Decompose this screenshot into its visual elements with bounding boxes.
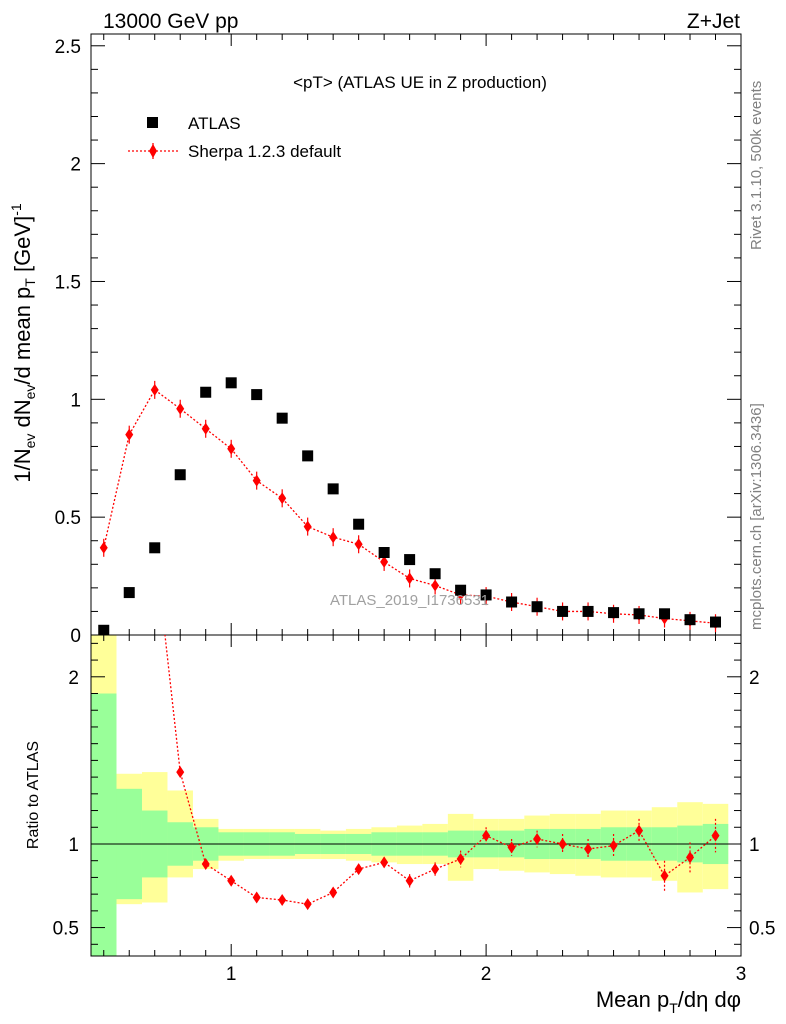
ratio-sherpa-point bbox=[329, 886, 338, 899]
atlas-point bbox=[174, 469, 186, 481]
atlas-point bbox=[225, 377, 237, 389]
ratio-plot-panel: 1 2 3 0.5 0.5 1 1 2 2 bbox=[53, 634, 775, 985]
ratio-sherpa-point bbox=[380, 856, 389, 869]
main-y-tick-label: 2.5 bbox=[55, 37, 81, 58]
header-right-label: Z+Jet bbox=[687, 10, 740, 33]
sherpa-point bbox=[431, 579, 440, 592]
sherpa-point bbox=[99, 541, 108, 554]
ratio-sherpa-point bbox=[252, 891, 261, 904]
ratio-sherpa-point bbox=[303, 898, 312, 911]
rivet-version-label: Rivet 3.1.10, 500k events bbox=[748, 81, 765, 250]
ratio-sherpa-point bbox=[660, 869, 669, 882]
ratio-y-tick-label: 1 bbox=[68, 835, 79, 856]
ratio-y-tick-label-right: 0.5 bbox=[749, 919, 775, 940]
atlas-point bbox=[353, 518, 365, 530]
sherpa-point bbox=[380, 555, 389, 568]
main-y-tick-label: 1.5 bbox=[55, 272, 81, 293]
sherpa-point bbox=[303, 520, 312, 533]
atlas-point bbox=[633, 608, 645, 620]
atlas-point bbox=[684, 614, 696, 626]
ratio-sherpa-point bbox=[227, 874, 236, 887]
sherpa-point bbox=[405, 572, 414, 585]
atlas-point bbox=[200, 386, 212, 398]
atlas-point bbox=[557, 605, 569, 617]
atlas-point bbox=[149, 542, 161, 554]
atlas-point bbox=[429, 568, 441, 580]
sherpa-point bbox=[329, 531, 338, 544]
atlas-point bbox=[251, 389, 263, 401]
main-y-axis-title: 1/Nev dNev/d mean pT [GeV]-1 bbox=[8, 203, 38, 483]
x-tick-label: 1 bbox=[226, 964, 237, 985]
x-tick-label: 2 bbox=[481, 964, 492, 985]
ratio-sherpa-point bbox=[558, 837, 567, 850]
ratio-sherpa-point bbox=[584, 843, 593, 855]
atlas-point bbox=[582, 605, 594, 617]
ratio-sherpa-point bbox=[431, 863, 440, 876]
ratio-sherpa-point bbox=[533, 832, 542, 845]
ratio-y-axis-title: Ratio to ATLAS bbox=[25, 741, 42, 849]
ratio-sherpa-point bbox=[278, 893, 287, 906]
atlas-point bbox=[531, 601, 543, 613]
sherpa-point bbox=[227, 442, 236, 455]
ratio-sherpa-point bbox=[635, 824, 644, 837]
atlas-point bbox=[123, 587, 135, 599]
sherpa-point bbox=[252, 474, 261, 487]
ratio-sherpa-point bbox=[482, 829, 491, 842]
atlas-point bbox=[327, 483, 339, 495]
atlas-point bbox=[404, 554, 416, 566]
ratio-sherpa-point bbox=[507, 841, 516, 854]
atlas-point bbox=[710, 616, 722, 628]
ratio-sherpa-point bbox=[176, 766, 185, 779]
x-tick-label: 3 bbox=[736, 964, 747, 985]
atlas-point bbox=[276, 412, 288, 424]
x-axis-title: Mean pT/dη dφ bbox=[596, 987, 741, 1016]
sherpa-point bbox=[278, 492, 287, 505]
sherpa-point bbox=[150, 383, 159, 396]
analysis-watermark: ATLAS_2019_I1736531 bbox=[330, 592, 489, 609]
ratio-sherpa-line bbox=[164, 635, 716, 905]
atlas-point bbox=[608, 607, 620, 619]
main-y-tick-label: 0 bbox=[70, 626, 81, 647]
atlas-point bbox=[659, 608, 671, 620]
main-plot-panel: 0 0.5 1 1.5 2 2.5 bbox=[55, 33, 742, 647]
sherpa-point bbox=[201, 422, 210, 435]
atlas-point bbox=[302, 450, 314, 462]
ratio-sherpa-point bbox=[201, 858, 210, 871]
ratio-y-tick-label: 0.5 bbox=[53, 919, 79, 940]
legend-marker-atlas bbox=[147, 117, 158, 128]
ratio-y-tick-label-right: 1 bbox=[749, 835, 760, 856]
legend-label-atlas: ATLAS bbox=[188, 114, 241, 133]
main-y-tick-label: 2 bbox=[70, 155, 81, 176]
atlas-point bbox=[480, 589, 492, 601]
atlas-point bbox=[378, 547, 390, 559]
legend-label-sherpa: Sherpa 1.2.3 default bbox=[188, 142, 341, 161]
ratio-sherpa-point bbox=[711, 829, 720, 842]
sherpa-point bbox=[176, 402, 185, 415]
ratio-sherpa-point bbox=[354, 863, 363, 876]
atlas-point bbox=[506, 596, 518, 608]
ratio-sherpa-point bbox=[686, 851, 695, 864]
sherpa-point bbox=[125, 428, 134, 441]
ratio-sherpa-point bbox=[456, 853, 465, 866]
ratio-y-tick-label: 2 bbox=[68, 668, 79, 689]
legend-marker-sherpa bbox=[149, 144, 157, 158]
mcplots-label: mcplots.cern.ch [arXiv:1306.3436] bbox=[748, 403, 765, 630]
sherpa-line bbox=[103, 388, 716, 624]
sherpa-point bbox=[354, 538, 363, 551]
main-y-tick-label: 1 bbox=[70, 390, 81, 411]
ratio-y-tick-label-right: 2 bbox=[749, 668, 760, 689]
ratio-sherpa-point bbox=[609, 839, 618, 852]
atlas-point bbox=[98, 624, 110, 636]
main-y-tick-label: 0.5 bbox=[55, 508, 81, 529]
header-left-label: 13000 GeV pp bbox=[103, 10, 238, 33]
ratio-sherpa-point bbox=[405, 874, 414, 887]
plot-title: <pT> (ATLAS UE in Z production) bbox=[293, 73, 547, 92]
ratio-band-green bbox=[91, 693, 117, 956]
ratio-frame bbox=[90, 634, 742, 957]
legend: ATLAS Sherpa 1.2.3 default bbox=[128, 114, 341, 161]
atlas-point bbox=[455, 584, 467, 596]
